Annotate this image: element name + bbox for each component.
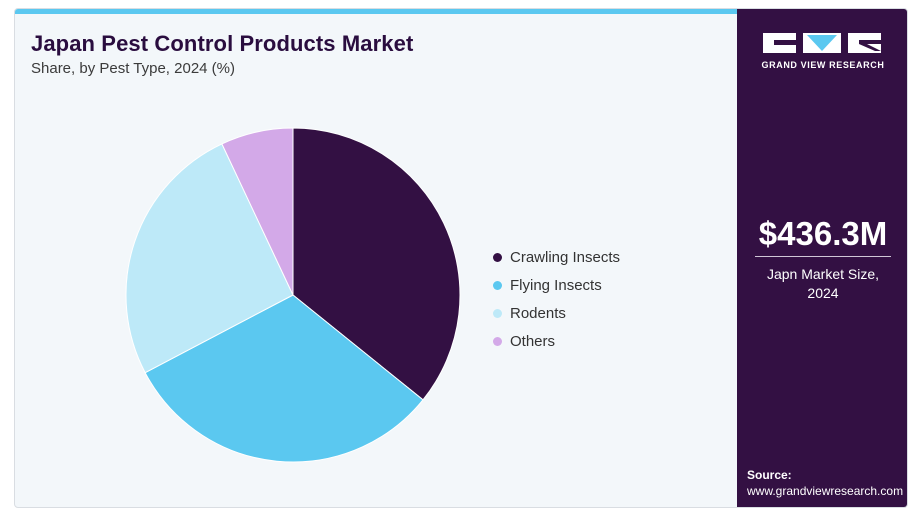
brand-name: GRAND VIEW RESEARCH: [761, 60, 885, 70]
market-size-value: $436.3M: [758, 215, 888, 252]
legend-item-others: Others: [493, 327, 620, 355]
chart-legend: Crawling Insects Flying Insects Rodents Oth…: [493, 243, 620, 355]
legend-label: Crawling Insects: [510, 248, 621, 266]
legend-item-rodents: Rodents: [493, 299, 620, 327]
pie-slice-rodents: [125, 143, 294, 374]
chart-title: Japan Pest Control Products Market: [31, 31, 414, 56]
divider: [755, 256, 891, 257]
legend-label: Others: [510, 332, 556, 350]
legend-marker: [493, 308, 502, 318]
info-panel: GRAND VIEW RESEARCH $436.3M Japn Market …: [737, 9, 907, 507]
accent-bar: [15, 9, 737, 14]
legend-marker: [493, 252, 502, 262]
chart-subtitle: Share, by Pest Type, 2024 (%): [31, 60, 236, 77]
brand-logo-icon: [763, 33, 881, 53]
market-size-label: Japn Market Size, 2024: [766, 266, 880, 301]
source-link[interactable]: www.grandviewresearch.com: [747, 484, 904, 498]
legend-marker: [493, 336, 502, 346]
pie-slice-others: [221, 127, 294, 296]
legend-item-flying-insects: Flying Insects: [493, 271, 620, 299]
legend-item-crawling-insects: Crawling Insects: [493, 243, 620, 271]
pie-chart: [125, 127, 461, 463]
chart-card: Japan Pest Control Products Market Share…: [14, 8, 908, 508]
legend-marker: [493, 280, 502, 290]
legend-label: Flying Insects: [510, 276, 602, 294]
legend-label: Rodents: [510, 304, 566, 322]
pie-slice-crawling-insects: [292, 127, 461, 401]
source-label: Source:: [747, 468, 792, 482]
pie-slice-flying-insects: [144, 294, 424, 463]
